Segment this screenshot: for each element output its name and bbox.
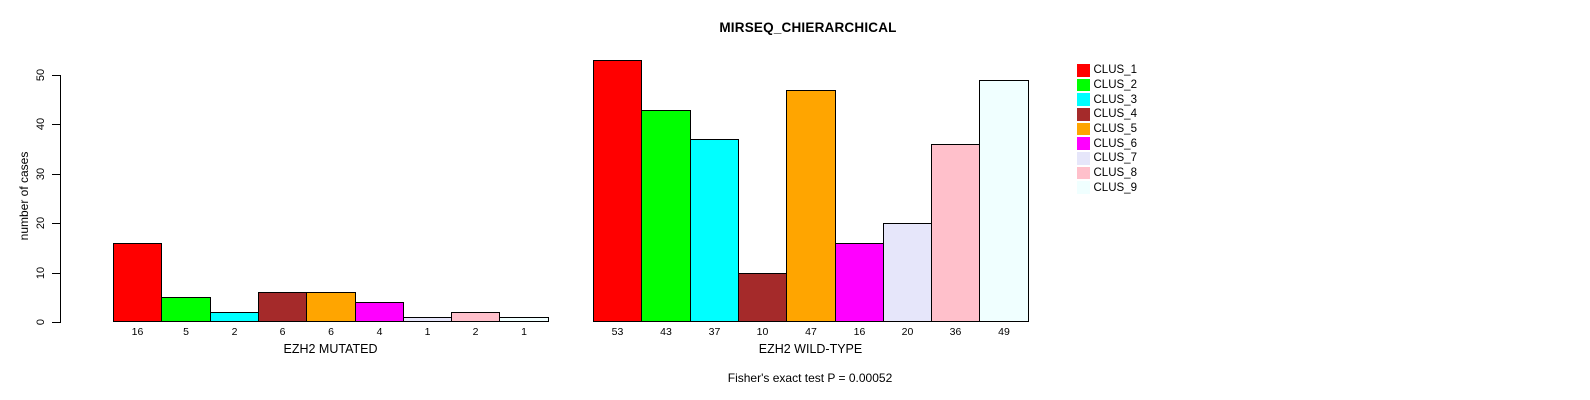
legend-swatch-clus_1: [1077, 64, 1090, 77]
y-axis-label: number of cases: [17, 151, 31, 241]
bar-clus_8: [931, 144, 980, 322]
bar-value-label: 36: [949, 326, 962, 338]
legend-item-clus_5: CLUS_5: [1077, 122, 1137, 137]
bar-value-label: 2: [231, 326, 238, 338]
legend-swatch-clus_5: [1077, 122, 1090, 136]
x-axis-label-ezh2-wild-type: EZH2 WILD-TYPE: [758, 342, 863, 356]
bar-clus_8: [451, 312, 500, 322]
bar-clus_4: [738, 273, 787, 322]
bar-value-label: 47: [805, 326, 817, 338]
y-tick-label: 0: [35, 318, 47, 326]
bar-clus_1: [113, 243, 162, 322]
legend-label: CLUS_2: [1093, 78, 1137, 91]
legend-swatch-clus_3: [1077, 93, 1090, 106]
legend-label: CLUS_3: [1093, 93, 1137, 106]
legend-item-clus_8: CLUS_8: [1077, 166, 1137, 181]
legend-label: CLUS_6: [1093, 137, 1137, 150]
legend-item-clus_7: CLUS_7: [1077, 151, 1137, 166]
y-tick-mark: [52, 223, 60, 224]
y-tick-label: 30: [35, 167, 47, 181]
legend-item-clus_4: CLUS_4: [1077, 107, 1137, 122]
y-tick-label: 20: [35, 216, 47, 230]
bar-value-label: 6: [328, 326, 334, 338]
bar-value-label: 6: [279, 326, 286, 338]
bar-clus_9: [499, 317, 549, 322]
bar-clus_5: [306, 292, 356, 322]
legend-label: CLUS_8: [1093, 166, 1137, 179]
legend-label: CLUS_9: [1093, 181, 1137, 194]
y-axis-line: [60, 75, 61, 323]
bar-value-label: 20: [901, 326, 914, 338]
bar-value-label: 16: [853, 326, 866, 338]
legend-item-clus_3: CLUS_3: [1077, 92, 1137, 107]
bar-clus_2: [641, 110, 691, 322]
legend-label: CLUS_5: [1093, 122, 1137, 135]
bar-clus_3: [690, 139, 739, 322]
legend-item-clus_2: CLUS_2: [1077, 78, 1137, 93]
chart-title: MIRSEQ_CHIERARCHICAL: [719, 20, 897, 35]
legend-item-clus_1: CLUS_1: [1077, 63, 1137, 78]
legend-swatch-clus_6: [1077, 137, 1090, 150]
legend-label: CLUS_1: [1093, 64, 1137, 77]
bar-value-label: 5: [183, 326, 189, 338]
bar-clus_7: [403, 317, 452, 322]
bar-clus_7: [883, 223, 932, 322]
bar-clus_2: [161, 297, 211, 322]
bar-clus_5: [786, 90, 836, 322]
legend-item-clus_9: CLUS_9: [1077, 180, 1137, 195]
legend-swatch-clus_2: [1077, 78, 1090, 92]
bar-clus_1: [593, 60, 642, 322]
legend-label: CLUS_4: [1093, 108, 1137, 121]
y-tick-mark: [52, 174, 60, 175]
bar-value-label: 43: [660, 326, 672, 338]
fisher-test-annotation: Fisher's exact test P = 0.00052: [727, 371, 893, 385]
y-tick-mark: [52, 273, 60, 274]
legend-swatch-clus_7: [1077, 152, 1090, 165]
bar-clus_6: [355, 302, 404, 322]
bar-value-label: 10: [756, 326, 769, 338]
bar-value-label: 1: [424, 326, 431, 338]
legend-label: CLUS_7: [1093, 152, 1137, 165]
bar-clus_4: [258, 292, 307, 322]
legend-swatch-clus_4: [1077, 108, 1090, 121]
bar-value-label: 37: [708, 326, 721, 338]
bar-value-label: 53: [611, 326, 624, 338]
y-tick-label: 10: [35, 266, 47, 280]
legend-swatch-clus_8: [1077, 166, 1090, 180]
y-tick-mark: [52, 75, 60, 76]
y-tick-mark: [52, 322, 60, 323]
bar-clus_6: [835, 243, 884, 322]
bar-value-label: 16: [131, 326, 144, 338]
legend-item-clus_6: CLUS_6: [1077, 136, 1137, 151]
bar-value-label: 4: [376, 326, 383, 338]
bar-clus_3: [210, 312, 259, 322]
bar-value-label: 2: [472, 326, 479, 338]
y-tick-label: 40: [35, 117, 47, 131]
bar-value-label: 49: [998, 326, 1010, 338]
bar-clus_9: [979, 80, 1029, 322]
legend: CLUS_1 CLUS_2 CLUS_3 CLUS_4 CLUS_5 CLUS_6 CLUS…: [1077, 63, 1137, 195]
bar-value-label: 1: [521, 326, 527, 338]
x-axis-label-ezh2-mutated: EZH2 MUTATED: [283, 342, 378, 356]
y-tick-mark: [52, 124, 60, 125]
y-tick-label: 50: [35, 68, 47, 82]
legend-swatch-clus_9: [1077, 181, 1090, 194]
